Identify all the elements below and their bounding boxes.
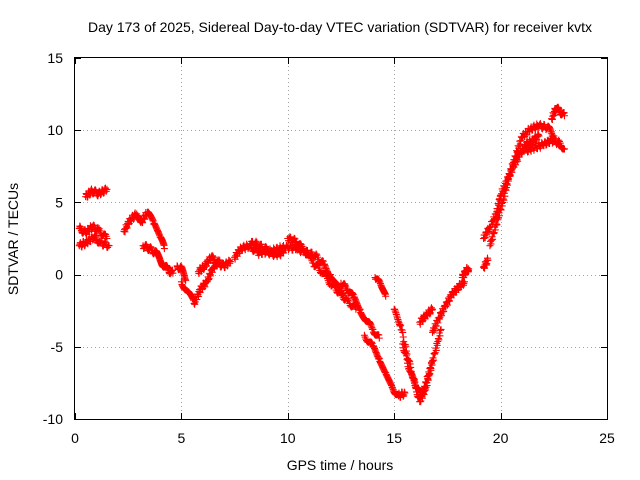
data-point	[465, 265, 473, 273]
data-point	[432, 346, 440, 354]
data-point	[430, 356, 438, 364]
data-point	[425, 371, 433, 379]
data-point	[510, 158, 518, 166]
x-axis-label: GPS time / hours	[287, 457, 394, 473]
data-point	[102, 231, 110, 239]
data-point	[330, 280, 338, 288]
data-point	[102, 184, 110, 192]
series-arc-p	[399, 325, 445, 400]
data-point	[501, 192, 509, 200]
series-arc-x	[480, 254, 492, 272]
data-point	[421, 384, 429, 392]
data-point	[382, 292, 390, 300]
plot-frame	[74, 57, 608, 420]
data-point	[182, 276, 190, 284]
data-point	[262, 242, 270, 250]
y-tick-label: -10	[43, 411, 63, 427]
series-arc-g	[177, 256, 224, 308]
data-point	[504, 181, 512, 189]
series-arc-o	[390, 305, 437, 406]
x-tick-label: 10	[280, 430, 296, 446]
x-tick-label: 20	[493, 430, 509, 446]
data-point	[105, 242, 113, 250]
series-arc-v	[522, 134, 568, 156]
data-point	[253, 239, 261, 247]
grid	[75, 58, 607, 419]
y-tick-label: 0	[55, 267, 63, 283]
data-point	[429, 305, 437, 313]
data-point	[500, 196, 508, 204]
data-point	[423, 378, 431, 386]
data-point	[103, 185, 111, 193]
y-tick-label: 10	[47, 122, 63, 138]
series-arc-n	[371, 273, 390, 300]
data-point	[297, 241, 305, 249]
data-point	[255, 244, 263, 252]
data-point	[286, 233, 294, 241]
data-point	[560, 145, 568, 153]
data-point	[314, 261, 322, 269]
y-tick-label: -5	[51, 339, 64, 355]
data-point	[435, 336, 443, 344]
series-arc-f	[173, 262, 190, 284]
data-point	[555, 138, 563, 145]
data-point	[319, 257, 327, 265]
data-point	[535, 132, 543, 140]
data-point	[427, 364, 435, 372]
data-point	[460, 278, 468, 286]
data-point	[551, 135, 559, 143]
x-tick-label: 0	[71, 430, 79, 446]
y-axis-label: SDTVAR / TECUs	[5, 183, 21, 295]
data-point	[226, 258, 234, 266]
x-tick-label: 25	[599, 430, 615, 446]
data-point	[312, 250, 320, 258]
data-point	[493, 221, 501, 229]
series-arc-b	[75, 231, 113, 251]
data-point	[375, 334, 383, 342]
data-point	[560, 112, 568, 120]
data-point	[512, 153, 520, 161]
series-arc-u	[486, 120, 558, 250]
data-points	[75, 103, 568, 406]
data-point	[497, 206, 505, 214]
data-point	[252, 237, 260, 245]
series-arc-j	[248, 237, 347, 298]
series-arc-d	[120, 208, 168, 253]
series-arc-e	[139, 240, 177, 278]
series-arc-w	[548, 103, 568, 123]
data-point	[401, 389, 409, 397]
data-point	[322, 271, 330, 279]
series-arc-c	[82, 184, 111, 201]
data-point	[306, 252, 314, 260]
series-arc-l	[337, 279, 383, 342]
data-point	[484, 256, 492, 264]
chart-title: Day 173 of 2025, Sidereal Day-to-day VTE…	[88, 19, 592, 35]
data-point	[306, 253, 314, 261]
series-arc-m	[360, 331, 409, 401]
data-point	[160, 245, 168, 253]
axis-ticks: 0 5 10 15 20 25 -10 -5 0 5 10 15	[43, 50, 615, 446]
data-point	[169, 269, 177, 277]
data-point	[437, 325, 445, 333]
series-arc-s	[458, 264, 473, 282]
series-arc-r	[416, 304, 437, 328]
y-tick-label: 15	[47, 50, 63, 66]
series-arc-k	[284, 233, 360, 313]
series-arc-q	[429, 277, 468, 336]
y-tick-label: 5	[55, 194, 63, 210]
data-point	[489, 235, 497, 243]
series-arc-a	[75, 221, 111, 242]
series-arc-h	[194, 252, 234, 278]
x-tick-label: 5	[178, 430, 186, 446]
data-point	[555, 136, 563, 144]
data-point	[368, 338, 376, 346]
data-point	[506, 171, 514, 179]
x-tick-label: 15	[386, 430, 402, 446]
